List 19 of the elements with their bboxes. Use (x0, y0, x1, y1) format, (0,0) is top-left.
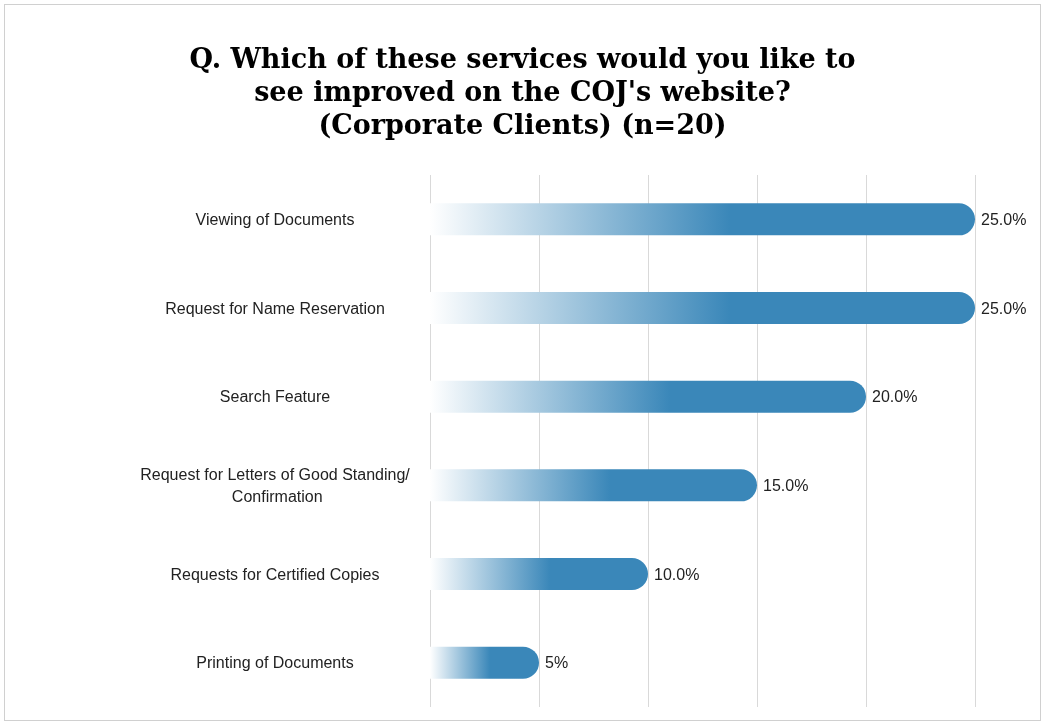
chart-title: Q. Which of these services would you like to see improved on the COJ's website? (Corporate Clients) (n=20) (188, 42, 857, 141)
y-tick-label: Printing of Documents (196, 654, 354, 672)
bar (430, 469, 757, 502)
bar (430, 292, 975, 324)
y-tick-label: Request for Name Reservation (165, 299, 385, 317)
data-label: 5% (545, 654, 569, 672)
bar (430, 558, 648, 590)
data-label: 15.0% (763, 476, 809, 494)
y-tick-label: Search Feature (219, 388, 331, 406)
bar (430, 380, 866, 413)
data-label: 25.0% (981, 299, 1027, 317)
bar (430, 203, 975, 236)
data-label: 25.0% (981, 210, 1027, 228)
data-label: 20.0% (872, 388, 918, 406)
bar (430, 646, 539, 679)
data-label: 10.0% (654, 565, 700, 583)
y-tick-label: Viewing of Documents (195, 210, 355, 228)
y-tick-label: Requests for Certified Copies (170, 565, 380, 583)
y-tick-label: Request for Letters of Good Standing/ Confirmation (140, 465, 411, 505)
